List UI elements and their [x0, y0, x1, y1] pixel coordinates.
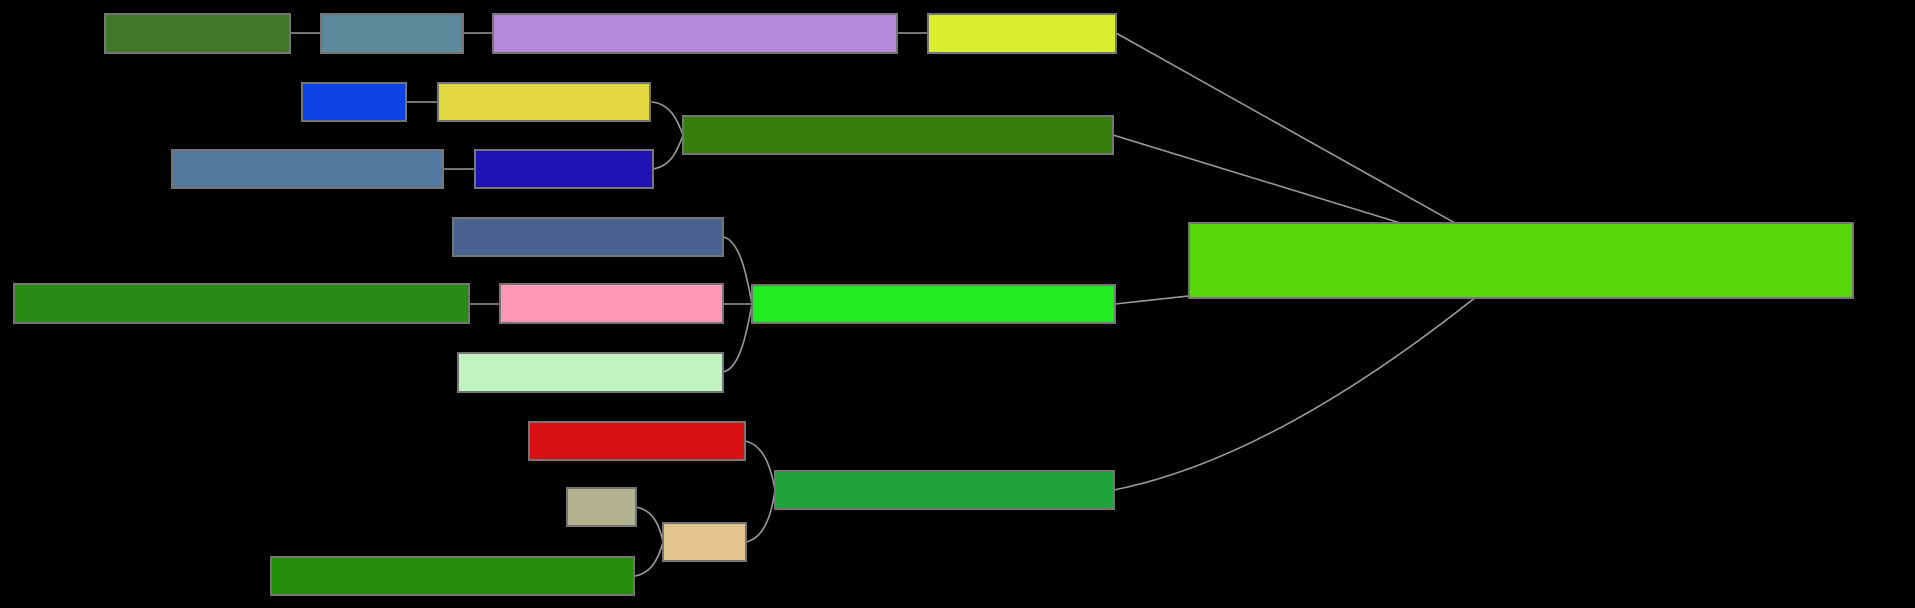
node-gen4-bottomgreen[interactable] [270, 556, 635, 596]
node-gen3-navy[interactable] [474, 149, 654, 189]
node-gen3-steelblue[interactable] [171, 149, 444, 189]
node-gen2-mediumgreen[interactable] [774, 470, 1115, 510]
edge-gen3-red-to-gen2-mediumgreen [744, 440, 776, 491]
node-gen3-slate[interactable] [452, 217, 724, 257]
edge-gen3-mint-to-gen2-brightgreen [722, 303, 753, 373]
node-gen3-purple[interactable] [492, 13, 898, 54]
node-gen3-green[interactable] [13, 283, 470, 324]
node-gen4-khaki[interactable] [566, 487, 637, 527]
edge-gen4-khaki-to-gen3-tan [635, 506, 664, 543]
edge-gen3-navy-to-gen2-darkgreen [651, 134, 684, 170]
node-gen3-blue[interactable] [301, 82, 407, 122]
node-gen2-darkgreen[interactable] [682, 115, 1114, 155]
node-gen3-yellow[interactable] [437, 82, 651, 122]
node-gen2-brightgreen[interactable] [751, 284, 1116, 324]
edge-gen3-tan-to-gen2-mediumgreen [745, 489, 776, 543]
node-gen3-tan[interactable] [662, 522, 747, 562]
edge-gen4-bottomgreen-to-gen3-tan [634, 541, 664, 577]
node-gen3-olive[interactable] [104, 13, 291, 54]
nodes-layer [13, 13, 1854, 596]
edge-gen2-mediumgreen-to-root-biggreen [1113, 259, 1522, 491]
node-gen2-chartreuse[interactable] [927, 13, 1117, 54]
edge-gen3-yellow-to-gen2-darkgreen [651, 101, 684, 136]
node-gen3-teal[interactable] [320, 13, 464, 54]
edge-gen3-slate-to-gen2-brightgreen [722, 236, 753, 305]
node-gen3-mint[interactable] [457, 352, 724, 393]
node-gen3-red[interactable] [528, 421, 746, 461]
node-gen3-pink[interactable] [499, 283, 724, 324]
node-root-biggreen[interactable] [1188, 222, 1854, 299]
